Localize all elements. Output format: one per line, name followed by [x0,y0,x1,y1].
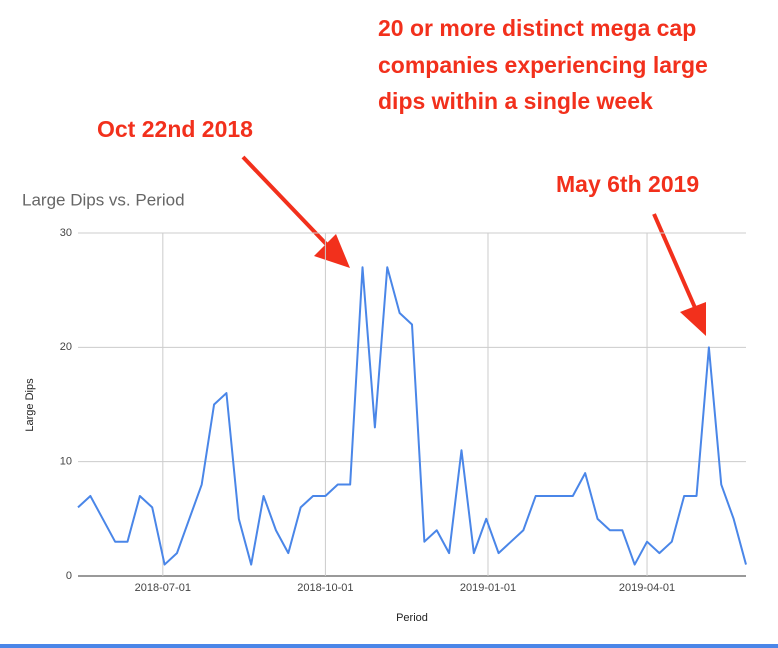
y-tick-label: 20 [60,341,72,353]
y-tick-label: 0 [66,570,72,582]
x-tick-label: 2019-01-01 [460,582,516,594]
x-axis-label: Period [396,612,428,624]
note-line: companies experiencing large [378,52,708,78]
y-axis-label: Large Dips [24,378,36,432]
x-tick-label: 2018-07-01 [135,582,191,594]
window-edge [0,644,778,648]
note-line: dips within a single week [378,88,653,114]
x-tick-label: 2019-04-01 [619,582,675,594]
y-tick-label: 10 [60,456,72,468]
data-line [77,266,747,566]
y-tick-label: 30 [60,227,72,239]
x-tick-label: 2018-10-01 [297,582,353,594]
chart-title: Large Dips vs. Period [22,190,185,209]
note-line: 20 or more distinct mega cap [378,15,696,41]
annotation: May 6th 2019 [556,171,699,197]
annotation: Oct 22nd 2018 [97,116,253,142]
